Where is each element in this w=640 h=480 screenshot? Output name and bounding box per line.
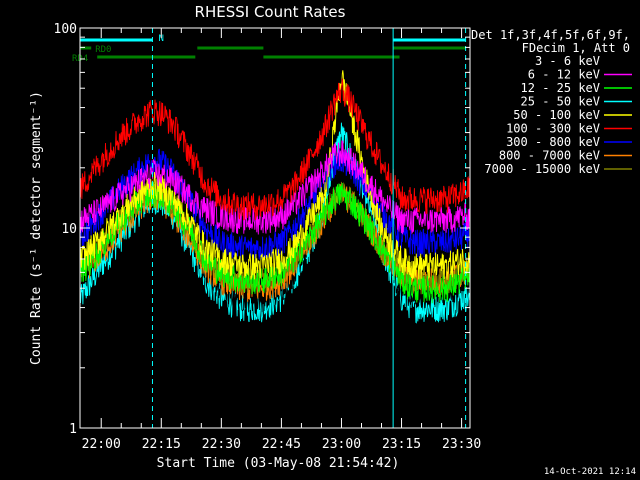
legend-label: 7000 - 15000 keV	[484, 162, 600, 176]
x-axis-label: Start Time (03-May-08 21:54:42)	[157, 456, 400, 471]
flag-label-n: N	[158, 34, 163, 44]
y-tick-label: 10	[61, 222, 77, 237]
legend-header: FDecim 1, Att 0	[522, 41, 630, 55]
series-line-50-100kev	[79, 70, 471, 280]
x-tick-label: 22:30	[202, 437, 241, 452]
y-tick-label: 100	[54, 22, 77, 37]
x-tick-label: 23:30	[442, 437, 481, 452]
footer-timestamp: 14-Oct-2021 12:14	[544, 467, 636, 477]
series-line-100-300kev	[79, 78, 471, 221]
legend-label: 3 - 6 keV	[535, 54, 600, 68]
legend-label: 25 - 50 keV	[521, 95, 600, 109]
legend: Det 1f,3f,4f,5f,6f,9f,FDecim 1, Att 03 -…	[471, 28, 632, 176]
legend-header: Det 1f,3f,4f,5f,6f,9f,	[471, 28, 630, 42]
legend-label: 6 - 12 keV	[528, 68, 600, 82]
x-axis-ticks: 22:00 22:15 22:30 22:45 23:00 23:15 23:30	[82, 28, 481, 452]
chart-title: RHESSI Count Rates	[195, 3, 346, 21]
plot-series	[79, 70, 471, 324]
flag-label-rd0: RD0	[95, 45, 111, 55]
x-tick-label: 23:00	[322, 437, 361, 452]
x-tick-label: 22:00	[82, 437, 121, 452]
legend-label: 100 - 300 keV	[506, 122, 600, 136]
legend-label: 800 - 7000 keV	[499, 149, 600, 163]
x-tick-label: 23:15	[382, 437, 421, 452]
x-tick-label: 22:45	[262, 437, 301, 452]
legend-label: 300 - 800 keV	[506, 135, 600, 149]
y-axis-label: Count Rate (s⁻¹ detector segment⁻¹)	[29, 91, 44, 365]
series-line-6-12kev	[79, 140, 471, 235]
legend-label: 12 - 25 keV	[521, 81, 600, 95]
legend-label: 50 - 100 keV	[513, 108, 600, 122]
x-tick-label: 22:15	[142, 437, 181, 452]
y-tick-label: 1	[69, 422, 77, 437]
